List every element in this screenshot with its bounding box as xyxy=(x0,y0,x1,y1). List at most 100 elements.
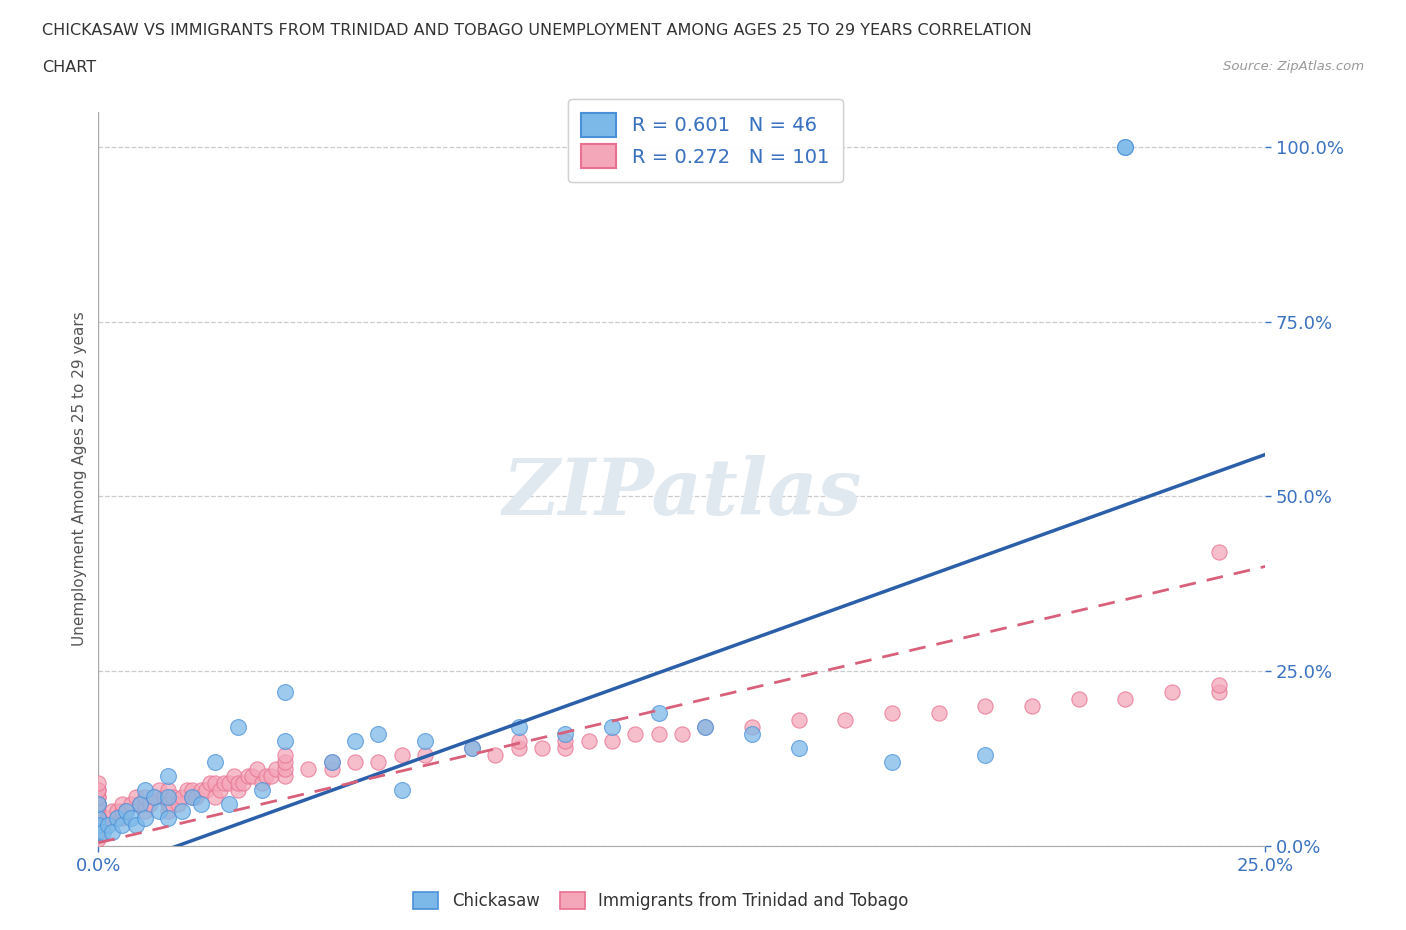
Point xyxy=(214,776,236,790)
Legend: Chickasaw, Immigrants from Trinidad and Tobago: Chickasaw, Immigrants from Trinidad and … xyxy=(406,885,915,917)
Point xyxy=(148,783,170,798)
Point xyxy=(554,741,576,756)
Point xyxy=(143,790,166,804)
Point xyxy=(222,769,245,784)
Point xyxy=(274,762,297,777)
Point xyxy=(554,727,576,742)
Point xyxy=(157,811,180,826)
Point xyxy=(787,713,810,728)
Point xyxy=(236,769,259,784)
Point xyxy=(578,734,600,749)
Point xyxy=(695,720,717,735)
Point xyxy=(695,720,717,735)
Point xyxy=(391,783,413,798)
Legend: R = 0.601   N = 46, R = 0.272   N = 101: R = 0.601 N = 46, R = 0.272 N = 101 xyxy=(568,100,842,181)
Point xyxy=(120,797,142,812)
Point xyxy=(125,817,148,832)
Point xyxy=(484,748,506,763)
Point xyxy=(208,783,231,798)
Point xyxy=(228,720,250,735)
Point xyxy=(787,741,810,756)
Point xyxy=(87,831,110,846)
Point xyxy=(180,790,202,804)
Point xyxy=(218,776,240,790)
Y-axis label: Unemployment Among Ages 25 to 29 years: Unemployment Among Ages 25 to 29 years xyxy=(72,312,87,646)
Point xyxy=(1208,545,1230,560)
Point xyxy=(204,790,226,804)
Point xyxy=(148,804,170,818)
Point xyxy=(91,817,114,832)
Point xyxy=(172,804,194,818)
Point xyxy=(134,790,156,804)
Point xyxy=(413,734,436,749)
Text: ZIPatlas: ZIPatlas xyxy=(502,456,862,532)
Point xyxy=(264,762,287,777)
Point xyxy=(125,790,148,804)
Point xyxy=(321,755,343,770)
Point xyxy=(880,755,903,770)
Point xyxy=(741,720,763,735)
Point xyxy=(974,699,997,714)
Point xyxy=(344,755,367,770)
Point xyxy=(111,817,134,832)
Point xyxy=(204,776,226,790)
Point xyxy=(87,825,110,840)
Point xyxy=(157,769,180,784)
Point xyxy=(530,741,553,756)
Point xyxy=(246,762,269,777)
Point xyxy=(321,762,343,777)
Point xyxy=(647,727,669,742)
Point xyxy=(87,797,110,812)
Point xyxy=(97,817,120,832)
Point xyxy=(87,790,110,804)
Point xyxy=(190,783,212,798)
Point xyxy=(834,713,856,728)
Point xyxy=(101,825,124,840)
Point xyxy=(250,783,273,798)
Point xyxy=(508,734,530,749)
Point xyxy=(228,783,250,798)
Point xyxy=(250,776,273,790)
Point xyxy=(186,790,208,804)
Point xyxy=(344,734,367,749)
Point xyxy=(218,797,240,812)
Text: CHART: CHART xyxy=(42,60,96,75)
Point xyxy=(1208,678,1230,693)
Point xyxy=(180,790,202,804)
Point xyxy=(176,783,198,798)
Point xyxy=(974,748,997,763)
Point xyxy=(157,797,180,812)
Point xyxy=(129,797,152,812)
Point xyxy=(367,727,389,742)
Point xyxy=(600,734,623,749)
Point xyxy=(1114,140,1136,154)
Point xyxy=(143,790,166,804)
Point xyxy=(134,797,156,812)
Point xyxy=(101,804,124,818)
Point xyxy=(1161,684,1184,699)
Point xyxy=(554,734,576,749)
Point xyxy=(297,762,319,777)
Point xyxy=(134,804,156,818)
Point xyxy=(391,748,413,763)
Text: CHICKASAW VS IMMIGRANTS FROM TRINIDAD AND TOBAGO UNEMPLOYMENT AMONG AGES 25 TO 2: CHICKASAW VS IMMIGRANTS FROM TRINIDAD AN… xyxy=(42,23,1032,38)
Point xyxy=(204,755,226,770)
Point xyxy=(274,748,297,763)
Point xyxy=(1067,692,1090,707)
Point xyxy=(91,825,114,840)
Point xyxy=(232,776,254,790)
Point xyxy=(87,817,110,832)
Point xyxy=(87,783,110,798)
Point xyxy=(97,811,120,826)
Point xyxy=(508,720,530,735)
Point xyxy=(274,734,297,749)
Point xyxy=(741,727,763,742)
Point xyxy=(166,797,188,812)
Point xyxy=(87,804,110,818)
Point xyxy=(87,804,110,818)
Point xyxy=(274,684,297,699)
Point xyxy=(157,804,180,818)
Point xyxy=(260,769,283,784)
Point xyxy=(242,769,264,784)
Point xyxy=(180,783,202,798)
